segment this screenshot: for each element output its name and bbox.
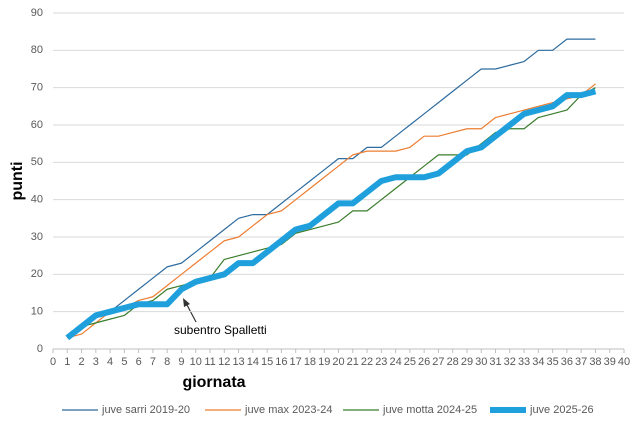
x-tick-label: 37	[575, 356, 587, 368]
x-tick-label: 29	[461, 356, 473, 368]
x-tick-label: 20	[332, 356, 344, 368]
series-line	[66, 38, 596, 339]
legend-label: juve 2025-26	[529, 404, 594, 416]
x-tick-label: 23	[375, 356, 387, 368]
x-tick-label: 12	[218, 356, 230, 368]
x-tick-label: 21	[347, 356, 359, 368]
y-tick-label: 60	[31, 119, 43, 131]
x-tick-label: 36	[561, 356, 573, 368]
x-tick-label: 27	[432, 356, 444, 368]
x-tick-label: 9	[178, 356, 184, 368]
legend-label: juve motta 2024-25	[382, 404, 477, 416]
series-line	[65, 88, 597, 341]
y-tick-label: 10	[31, 306, 43, 318]
x-tick-label: 6	[136, 356, 142, 368]
y-tick-label: 30	[31, 231, 43, 243]
x-tick-label: 18	[304, 356, 316, 368]
x-tick-label: 7	[150, 356, 156, 368]
x-tick-label: 24	[389, 356, 401, 368]
annotation-arrowhead	[183, 298, 190, 307]
x-tick-label: 39	[604, 356, 616, 368]
x-tick-label: 25	[404, 356, 416, 368]
x-tick-label: 33	[518, 356, 530, 368]
x-tick-label: 13	[232, 356, 244, 368]
x-tick-label: 35	[547, 356, 559, 368]
x-tick-label: 30	[475, 356, 487, 368]
x-tick-label: 15	[261, 356, 273, 368]
x-tick-label: 1	[64, 356, 70, 368]
x-tick-label: 8	[164, 356, 170, 368]
x-tick-label: 3	[93, 356, 99, 368]
y-tick-label: 90	[31, 7, 43, 19]
x-tick-label: 38	[589, 356, 601, 368]
y-tick-label: 70	[31, 82, 43, 94]
x-tick-label: 26	[418, 356, 430, 368]
x-tick-label: 40	[618, 356, 630, 368]
x-tick-label: 4	[107, 356, 113, 368]
y-tick-label: 20	[31, 268, 43, 280]
y-tick-label: 40	[31, 194, 43, 206]
legend-label: juve max 2023-24	[244, 404, 332, 416]
x-tick-label: 14	[247, 356, 259, 368]
x-tick-label: 11	[204, 356, 215, 368]
y-axis-title: punti	[9, 161, 26, 200]
x-tick-label: 32	[504, 356, 516, 368]
x-tick-label: 34	[532, 356, 544, 368]
x-tick-label: 22	[361, 356, 373, 368]
x-tick-label: 17	[290, 356, 302, 368]
y-tick-label: 80	[31, 44, 43, 56]
y-tick-label: 50	[31, 156, 43, 168]
x-tick-label: 31	[489, 356, 501, 368]
annotation: subentro Spalletti	[174, 323, 267, 337]
x-tick-label: 10	[190, 356, 202, 368]
series-line	[67, 83, 596, 339]
x-axis-title: giornata	[182, 374, 245, 391]
x-tick-label: 16	[275, 356, 287, 368]
annotation-arrow	[185, 302, 197, 323]
x-tick-label: 0	[50, 356, 56, 368]
x-tick-label: 28	[447, 356, 459, 368]
x-tick-label: 5	[121, 356, 127, 368]
y-tick-label: 0	[37, 343, 43, 355]
legend-label: juve sarri 2019-20	[101, 404, 190, 416]
x-tick-label: 19	[318, 356, 330, 368]
x-tick-label: 2	[78, 356, 84, 368]
